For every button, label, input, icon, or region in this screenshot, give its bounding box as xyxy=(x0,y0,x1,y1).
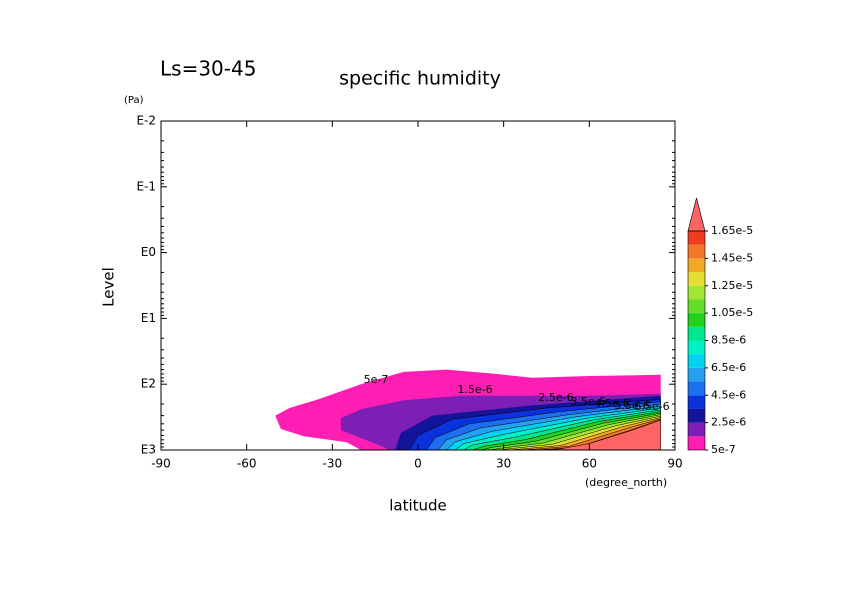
contour-label: 2.5e-6 xyxy=(538,391,573,404)
y-tick-label: E1 xyxy=(141,311,156,325)
contour-label: 5e-7 xyxy=(364,373,389,386)
colorbar-box xyxy=(688,244,705,259)
colorbar-box xyxy=(688,381,705,396)
contour-label: 6.5e-6 xyxy=(634,400,669,413)
y-tick-label: E2 xyxy=(141,377,156,391)
colorbar-box xyxy=(688,408,705,423)
colorbar-box xyxy=(688,299,705,314)
x-axis-label: latitude xyxy=(389,497,447,515)
y-tick-label: E3 xyxy=(141,443,156,457)
colorbar-box xyxy=(688,436,705,450)
x-tick-label: 90 xyxy=(667,457,682,471)
colorbar-over xyxy=(687,197,706,232)
y-tick-label: E-2 xyxy=(136,114,156,128)
colorbar-label: 1.25e-5 xyxy=(711,279,753,292)
x-tick-label: 30 xyxy=(496,457,511,471)
y-tick-label: E0 xyxy=(141,245,156,259)
x-unit: (degree_north) xyxy=(585,476,667,489)
colorbar-label: 2.5e-6 xyxy=(711,416,746,429)
x-tick-label: -90 xyxy=(151,457,171,471)
y-axis-label: Level xyxy=(100,267,118,307)
x-tick-label: -30 xyxy=(323,457,343,471)
x-tick-label: 60 xyxy=(582,457,597,471)
colorbar-label: 1.45e-5 xyxy=(711,251,753,264)
colorbar-label: 8.5e-6 xyxy=(711,334,746,347)
colorbar-box xyxy=(688,340,705,355)
colorbar-box xyxy=(688,367,705,382)
chart-title: specific humidity xyxy=(339,68,501,90)
colorbar-label: 4.5e-6 xyxy=(711,388,746,401)
colorbar-label: 5e-7 xyxy=(711,443,736,456)
chart-subtitle: Ls=30-45 xyxy=(160,57,256,81)
y-unit: (Pa) xyxy=(124,95,144,106)
colorbar-box xyxy=(688,354,705,368)
colorbar-box xyxy=(688,422,705,437)
contour-label: 3.5e-6 xyxy=(570,395,605,408)
x-tick-label: 0 xyxy=(414,457,422,471)
contour-label: 5.5e-6 xyxy=(614,399,649,412)
colorbar-box xyxy=(688,231,705,245)
colorbar-box xyxy=(688,258,705,273)
contour-label: 4.5e-6 xyxy=(594,397,629,410)
colorbar-label: 6.5e-6 xyxy=(711,361,746,374)
x-tick-label: -60 xyxy=(237,457,257,471)
colorbar-box xyxy=(688,272,705,286)
y-tick-label: E-1 xyxy=(136,179,156,193)
colorbar-label: 1.65e-5 xyxy=(711,224,753,237)
colorbar-box xyxy=(688,313,705,327)
colorbar-box xyxy=(688,285,705,300)
colorbar-label: 1.05e-5 xyxy=(711,306,753,319)
colorbar-box xyxy=(688,326,705,341)
colorbar-box xyxy=(688,395,705,409)
contour-label: 1.5e-6 xyxy=(457,383,492,396)
